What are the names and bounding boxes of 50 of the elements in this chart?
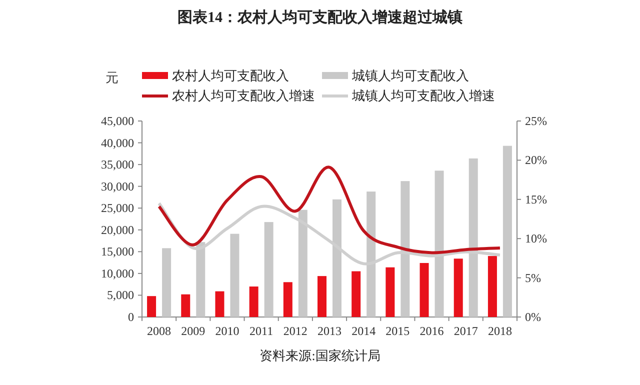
bar bbox=[283, 282, 292, 317]
y-axis-title: 元 bbox=[106, 70, 118, 85]
x-tick-label: 2011 bbox=[250, 324, 274, 338]
line-series bbox=[158, 166, 502, 254]
y-tick-label: 30,000 bbox=[101, 179, 134, 194]
y-tick-label: 15,000 bbox=[101, 244, 134, 259]
y2-tick-label: 0% bbox=[525, 310, 541, 324]
bar bbox=[181, 294, 190, 317]
bar bbox=[502, 146, 512, 317]
y-tick-label: 10,000 bbox=[101, 266, 134, 280]
x-tick-label: 2014 bbox=[352, 324, 376, 338]
bar bbox=[352, 271, 361, 317]
x-tick-label: 2010 bbox=[215, 324, 240, 338]
y-tick-label: 45,000 bbox=[101, 114, 134, 128]
text: 资料来源:国家统计局 bbox=[260, 348, 380, 363]
y-tick-label: 20,000 bbox=[101, 222, 134, 237]
y2-tick-label: 20% bbox=[525, 153, 547, 168]
y2-tick-label: 25% bbox=[525, 114, 547, 128]
bar bbox=[147, 296, 156, 317]
bar bbox=[420, 262, 429, 317]
legend-label: 农村人均可支配收入增速 bbox=[172, 88, 315, 103]
bar bbox=[488, 256, 497, 317]
x-tick-label: 2015 bbox=[386, 324, 410, 338]
y-tick-label: 5,000 bbox=[107, 288, 134, 302]
bar bbox=[230, 234, 240, 317]
bar bbox=[162, 248, 172, 317]
y-tick-label: 35,000 bbox=[101, 158, 134, 172]
bar bbox=[215, 291, 224, 317]
y-tick-label: 0 bbox=[128, 310, 134, 324]
y-tick-label: 40,000 bbox=[101, 136, 134, 150]
legend-label: 城镇人均可支配收入增速 bbox=[351, 88, 495, 103]
x-tick-label: 2016 bbox=[420, 324, 444, 338]
x-tick-label: 2013 bbox=[318, 324, 342, 338]
legend-label: 农村人均可支配收入 bbox=[172, 68, 289, 83]
y2-tick-label: 5% bbox=[525, 270, 541, 285]
x-tick-label: 2012 bbox=[283, 324, 308, 338]
bar bbox=[454, 258, 463, 317]
legend-label: 城镇人均可支配收入 bbox=[351, 68, 469, 83]
y2-tick-label: 15% bbox=[525, 192, 547, 206]
x-tick-label: 2009 bbox=[181, 324, 206, 338]
y2-tick-label: 10% bbox=[525, 232, 547, 246]
bar bbox=[386, 267, 395, 317]
y-tick-label: 25,000 bbox=[101, 201, 134, 216]
x-tick-label: 2017 bbox=[454, 324, 478, 338]
bar bbox=[249, 286, 258, 317]
x-tick-label: 2008 bbox=[147, 324, 172, 338]
bar bbox=[318, 276, 326, 317]
x-tick-label: 2018 bbox=[488, 324, 512, 338]
bar bbox=[264, 222, 274, 317]
chart-title: 图表14：农村人均可支配收入增速超过城镇 bbox=[178, 9, 462, 26]
